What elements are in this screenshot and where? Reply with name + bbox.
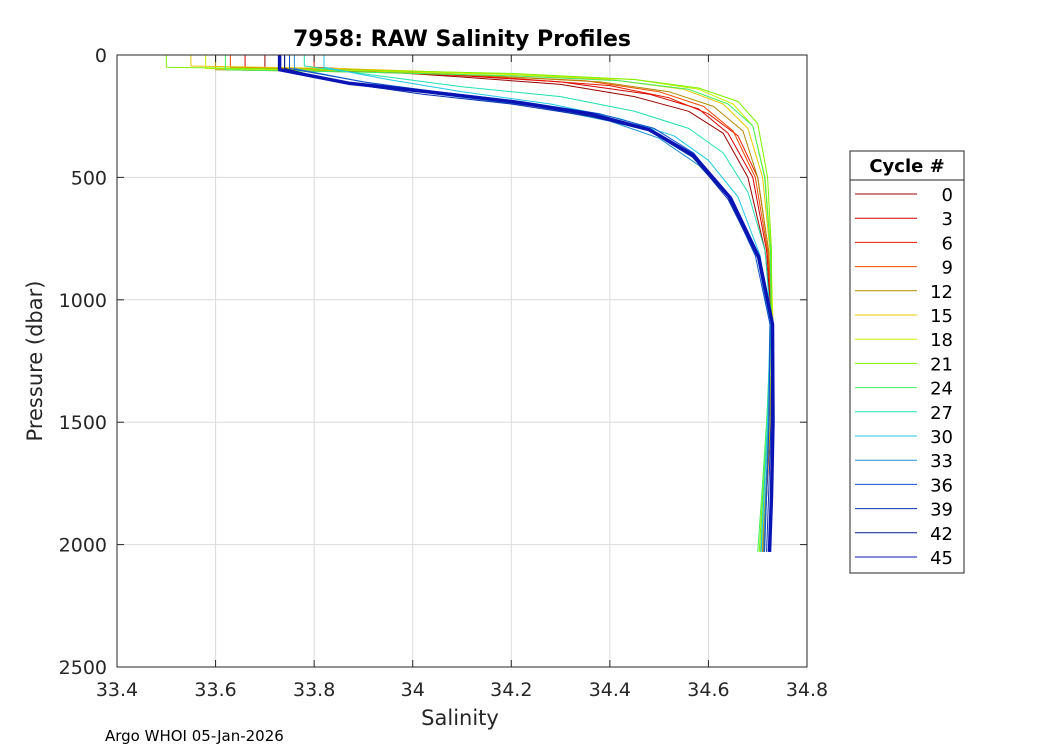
legend-label-cycle-39: 39 xyxy=(930,500,953,521)
legend-label-cycle-6: 6 xyxy=(942,233,953,254)
y-axis-label: Pressure (dbar) xyxy=(23,281,47,442)
y-tick-label: 0 xyxy=(95,45,107,67)
x-tick-label: 34 xyxy=(401,679,425,701)
legend-label-cycle-42: 42 xyxy=(930,524,953,545)
x-tick-label: 34.2 xyxy=(490,679,532,701)
legend-box xyxy=(849,150,965,574)
legend-label-cycle-3: 3 xyxy=(942,209,953,230)
legend-label-cycle-45: 45 xyxy=(930,548,953,569)
x-axis-label: Salinity xyxy=(421,706,499,730)
legend-label-cycle-9: 9 xyxy=(942,258,953,279)
grid-layer xyxy=(117,55,807,667)
y-tick-label: 1000 xyxy=(59,290,107,312)
legend-title: Cycle # xyxy=(869,156,944,177)
legend-label-cycle-24: 24 xyxy=(930,379,953,400)
legend-label-cycle-30: 30 xyxy=(930,427,953,448)
plot-frame xyxy=(116,54,808,668)
legend-label-cycle-33: 33 xyxy=(930,451,953,472)
series-line-cycle-24 xyxy=(224,55,772,552)
series-line-cycle-45 xyxy=(277,55,775,552)
x-tick-label: 34.8 xyxy=(786,679,828,701)
y-tick-label: 2000 xyxy=(59,535,107,557)
legend-label-cycle-21: 21 xyxy=(930,354,953,375)
series-line-cycle-36 xyxy=(289,55,771,552)
series-line-cycle-30 xyxy=(323,55,771,552)
x-tick-label: 33.4 xyxy=(96,679,138,701)
x-tick-label: 34.6 xyxy=(687,679,729,701)
legend-label-cycle-18: 18 xyxy=(930,330,953,351)
x-tick-label: 33.6 xyxy=(194,679,236,701)
series-line-cycle-15 xyxy=(190,55,774,552)
tick-layer: 33.4 33.6 33.8 34 34.2 34.4 34.6 34.8 0 500 1000 15… xyxy=(59,45,829,701)
legend-label-cycle-12: 12 xyxy=(930,282,953,303)
legend-label-cycle-0: 0 xyxy=(942,185,953,206)
y-tick-label: 2500 xyxy=(59,657,107,679)
legend-label-cycle-15: 15 xyxy=(930,306,953,327)
chart-title: 7958: RAW Salinity Profiles xyxy=(293,27,631,52)
y-tick-label: 1500 xyxy=(59,412,107,434)
series-layer xyxy=(165,55,775,552)
x-tick-label: 33.8 xyxy=(293,679,335,701)
legend-label-cycle-36: 36 xyxy=(930,475,953,496)
legend-label-cycle-27: 27 xyxy=(930,403,953,424)
y-tick-label: 500 xyxy=(71,167,107,189)
x-tick-label: 34.4 xyxy=(589,679,631,701)
footer-credit: Argo WHOI 05-Jan-2026 xyxy=(105,727,284,745)
